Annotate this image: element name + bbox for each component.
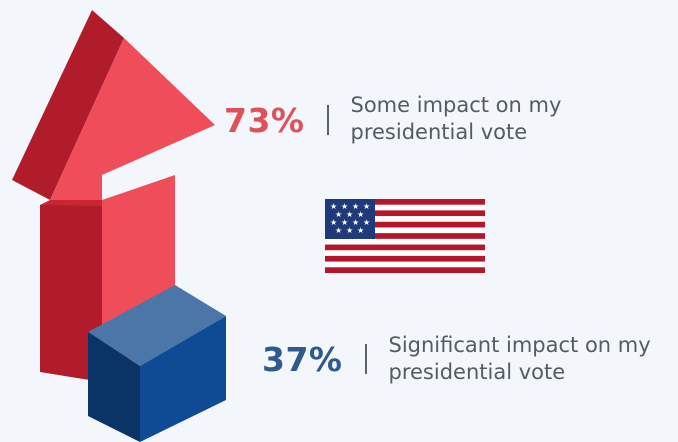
svg-text:★: ★ (357, 226, 364, 235)
svg-text:★: ★ (363, 202, 370, 211)
flag-stripe (325, 227, 485, 234)
cube-3d-icon (88, 285, 226, 442)
svg-text:★: ★ (352, 218, 359, 227)
stat-label-line: Significant impact on my (388, 333, 651, 357)
stat-label-line: Some impact on my (350, 93, 562, 117)
flag-stripe (325, 221, 485, 228)
svg-text:★: ★ (363, 218, 370, 227)
stat-percent: 37% (262, 339, 343, 379)
svg-text:★: ★ (346, 210, 353, 219)
stat-label: Some impact on my presidential vote (351, 92, 562, 146)
flag-stripe (325, 250, 485, 257)
stat-label-line: presidential vote (388, 360, 566, 384)
divider (364, 344, 367, 374)
svg-text:★: ★ (346, 226, 353, 235)
flag-stripe (325, 199, 485, 205)
svg-text:★: ★ (341, 202, 348, 211)
flag-stripe (325, 216, 485, 223)
stat-label-line: presidential vote (350, 120, 528, 144)
us-flag-icon: ★ ★ ★ ★ ★ ★ ★ ★ ★ ★ ★ ★ ★ ★ (325, 199, 485, 273)
flag-stripe (325, 255, 485, 262)
stat-significant-impact: 37% Significant impact on my presidentia… (262, 332, 651, 386)
svg-text:★: ★ (335, 210, 342, 219)
stat-some-impact: 73% Some impact on my presidential vote (224, 92, 562, 146)
svg-text:★: ★ (335, 226, 342, 235)
flag-stripe (325, 267, 485, 273)
flag-stripe (325, 210, 485, 217)
flag-stripe (325, 261, 485, 268)
flag-stripe (325, 204, 485, 211)
svg-text:★: ★ (341, 218, 348, 227)
divider (326, 105, 329, 135)
svg-text:★: ★ (352, 202, 359, 211)
stat-percent: 73% (224, 100, 305, 140)
stat-label: Significant impact on my presidential vo… (389, 332, 651, 386)
flag-stripe (325, 244, 485, 251)
svg-text:★: ★ (357, 210, 364, 219)
flag-stripe (325, 238, 485, 245)
svg-text:★: ★ (330, 202, 337, 211)
svg-text:★: ★ (330, 218, 337, 227)
flag-stripe (325, 233, 485, 240)
